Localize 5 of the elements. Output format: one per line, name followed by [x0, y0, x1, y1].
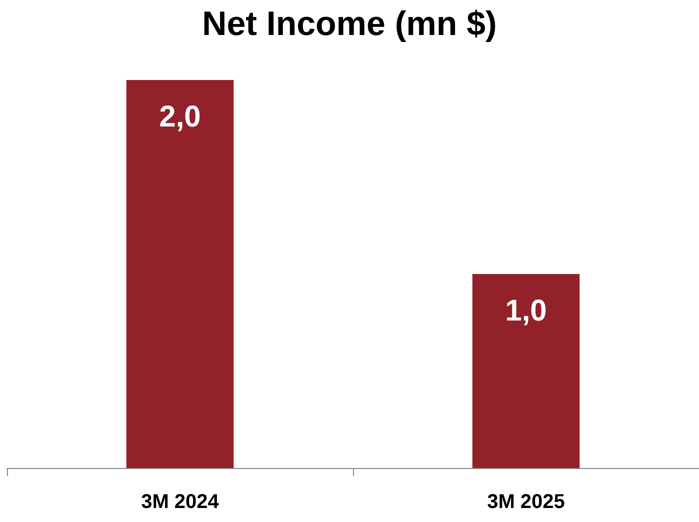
x-tick-label: 3M 2025: [487, 491, 565, 513]
data-label: 2,0: [159, 100, 201, 134]
chart-title: Net Income (mn $): [202, 5, 497, 43]
x-tick-label: 3M 2024: [141, 491, 220, 513]
data-label: 1,0: [505, 294, 547, 328]
